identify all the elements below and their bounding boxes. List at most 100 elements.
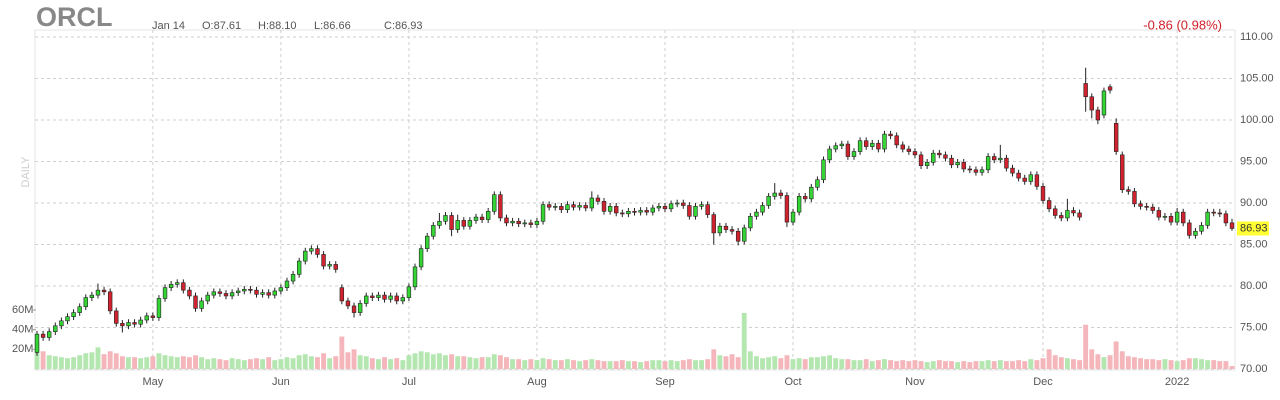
candle-body <box>522 222 527 225</box>
volume-bar <box>284 357 290 369</box>
volume-bar <box>851 360 857 369</box>
candle-body <box>498 194 503 219</box>
candle-body <box>1199 225 1204 232</box>
candle-body <box>1223 213 1229 224</box>
candle-body <box>888 133 893 137</box>
candle-body <box>290 274 296 282</box>
volume-bar <box>479 357 485 369</box>
candle-body <box>955 162 960 166</box>
candle-body <box>479 216 485 220</box>
candle-body <box>199 300 204 309</box>
x-tick-label: 2022 <box>1165 376 1189 388</box>
volume-bar <box>662 361 668 369</box>
header-change: -0.86 (0.98%) <box>1143 17 1222 32</box>
candle-body <box>803 196 808 200</box>
candle-body <box>278 287 284 292</box>
candle-body <box>89 294 95 298</box>
candle-body <box>1229 222 1235 229</box>
candle-body <box>540 204 546 222</box>
candle-body <box>126 322 131 327</box>
candle-body <box>894 135 899 146</box>
candle-body <box>754 211 759 217</box>
candle-body <box>1162 215 1168 218</box>
candle-body <box>162 287 168 299</box>
candle-body <box>187 289 192 297</box>
y-tick-label: 70.00 <box>1240 363 1268 375</box>
volume-bar <box>778 358 784 369</box>
volume-bar <box>436 353 442 369</box>
candle-body <box>845 143 851 157</box>
volume-bar <box>973 361 979 369</box>
candle-body <box>839 143 844 147</box>
candle-body <box>333 264 338 270</box>
candle-body <box>437 220 442 226</box>
candle-body <box>229 292 235 297</box>
candle-body <box>1028 174 1033 182</box>
candle-body <box>705 204 710 215</box>
volume-bar <box>46 355 52 369</box>
volume-bar <box>619 360 625 369</box>
volume-bar <box>1010 361 1015 369</box>
candle-body <box>546 204 552 208</box>
candle-body <box>1138 203 1143 207</box>
candle-body <box>1089 96 1094 111</box>
volume-bar <box>516 359 522 369</box>
volume-bar <box>363 356 369 369</box>
candle-body <box>882 133 887 150</box>
last-price-box <box>1237 221 1269 236</box>
candle-body <box>620 212 625 215</box>
volume-bar <box>126 357 131 369</box>
candle-body <box>1126 189 1131 192</box>
header-open: O:87.61 <box>202 20 241 32</box>
candle-body <box>53 325 58 332</box>
candle-body <box>1150 206 1155 211</box>
volume-bar <box>1046 349 1052 369</box>
candle-body <box>870 142 875 147</box>
candle-body <box>1107 86 1113 91</box>
volume-bar <box>272 360 278 369</box>
candle-body <box>321 254 326 267</box>
volume-bar <box>1211 360 1217 369</box>
header-high: H:88.10 <box>258 20 297 32</box>
volume-bar <box>418 351 424 369</box>
volume-bar <box>266 357 272 369</box>
candle-body <box>1040 186 1046 201</box>
candle-body <box>339 287 345 302</box>
candle-body <box>485 211 491 220</box>
candle-body <box>467 220 473 227</box>
candle-body <box>931 152 936 163</box>
volume-bar <box>693 360 698 369</box>
candle-body <box>1211 211 1216 214</box>
candle-body <box>687 205 692 217</box>
candle-body <box>821 159 826 181</box>
volume-bar <box>577 361 583 369</box>
candle-body <box>1077 212 1082 218</box>
candle-body <box>406 286 412 298</box>
candle-body <box>40 333 46 338</box>
candle-body <box>1004 157 1009 169</box>
candle-body <box>565 204 570 210</box>
volume-bar <box>1095 354 1101 369</box>
candle-body <box>1065 210 1070 219</box>
volume-bar <box>400 360 406 369</box>
volume-bar <box>924 362 930 369</box>
candle-body <box>772 192 777 197</box>
candle-body <box>1016 172 1021 179</box>
x-tick-label: Jun <box>272 376 290 388</box>
candle-body <box>1187 222 1192 236</box>
volume-bar <box>321 353 326 369</box>
volume-bar <box>77 355 83 369</box>
candle-body <box>949 157 954 166</box>
volume-bar <box>814 357 820 369</box>
volume-bar <box>357 355 363 369</box>
volume-bar <box>711 349 717 369</box>
volume-bar <box>906 361 912 369</box>
candle-body <box>1168 215 1174 223</box>
volume-bar <box>863 359 869 369</box>
volume-bar <box>766 357 772 369</box>
volume-bar <box>760 358 765 369</box>
candle-body <box>1120 154 1125 191</box>
candle-body <box>778 192 784 196</box>
y-tick-label: 105.00 <box>1240 72 1274 84</box>
candle-body <box>150 315 156 318</box>
